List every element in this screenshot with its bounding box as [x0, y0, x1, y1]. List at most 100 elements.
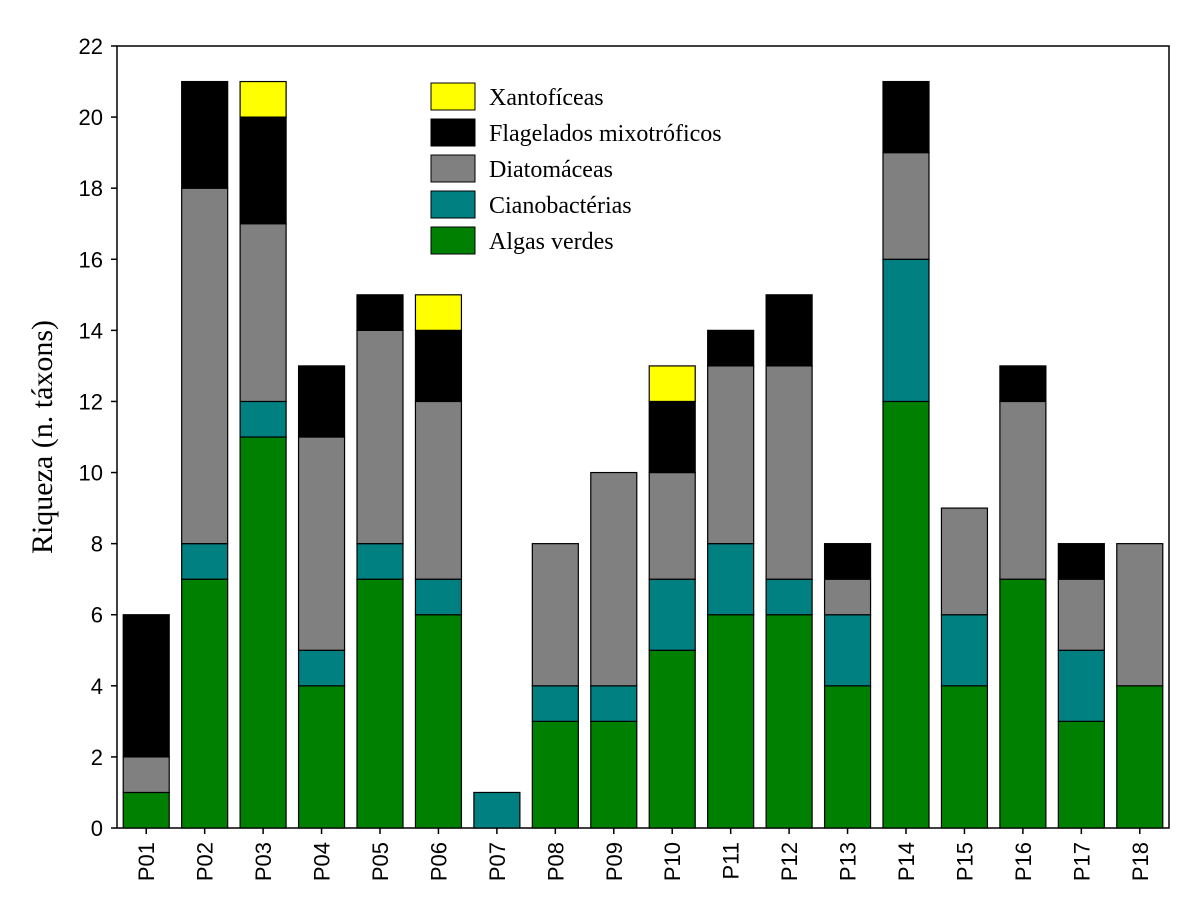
bar-segment	[648, 400, 696, 474]
bar-segment	[531, 543, 579, 687]
bar-segment	[414, 578, 463, 616]
x-tick-label: P11	[719, 842, 744, 880]
y-tick-label: 8	[91, 532, 103, 557]
bar-segment	[239, 116, 287, 225]
bar-segment	[648, 365, 696, 403]
x-tick-label: P18	[1128, 842, 1153, 881]
bar-segment	[181, 80, 229, 189]
legend-swatch	[430, 190, 476, 219]
x-tick-label: P16	[1011, 842, 1036, 881]
bar-segment	[356, 294, 404, 331]
x-tick-label: P15	[952, 842, 977, 881]
bar-segment	[356, 329, 404, 545]
plot-frame	[116, 45, 1170, 829]
x-tick-label: P06	[426, 842, 451, 881]
y-tick-label: 10	[79, 461, 103, 486]
bar-segment	[414, 614, 463, 829]
y-tick-label: 16	[79, 247, 103, 272]
bar-segment	[999, 365, 1047, 403]
bar-segment	[239, 436, 287, 829]
bar-segment	[765, 365, 813, 580]
x-tick-label: P12	[777, 842, 802, 881]
bar-segment	[1057, 543, 1105, 580]
bar-segment	[1116, 543, 1164, 687]
bar-segment	[590, 685, 638, 722]
legend-label: Xantofíceas	[489, 85, 604, 111]
bar-segment	[882, 152, 930, 260]
bar-segment	[940, 507, 989, 616]
bar-segment	[648, 578, 696, 651]
x-tick-label: P03	[251, 842, 276, 881]
bar-segment	[590, 720, 638, 829]
bar-segment	[882, 258, 930, 403]
x-tick-label: P10	[660, 842, 685, 881]
bar-segment	[181, 578, 229, 829]
bar-segment	[297, 365, 346, 438]
legend-swatch	[430, 226, 476, 255]
bar-segment	[1057, 720, 1105, 829]
bar-segment	[823, 578, 872, 616]
x-tick-label: P08	[543, 842, 568, 881]
y-tick-label: 4	[91, 674, 103, 699]
bar-segment	[1057, 578, 1105, 651]
x-tick-label: P07	[485, 842, 510, 881]
bar-segment	[648, 649, 696, 829]
y-tick-label: 18	[79, 176, 103, 201]
x-tick-label: P17	[1069, 842, 1094, 881]
bar-segment	[122, 614, 170, 758]
y-tick-label: 22	[79, 34, 103, 59]
bar-segment	[414, 294, 463, 331]
bar-segment	[707, 614, 755, 829]
bar-segment	[414, 400, 463, 580]
bar-segment	[707, 329, 755, 367]
x-tick-label: P14	[894, 842, 919, 881]
legend-label: Flagelados mixotróficos	[489, 121, 722, 147]
x-tick-label: P13	[836, 842, 861, 881]
legend-label: Cianobactérias	[489, 193, 632, 219]
bar-segment	[181, 543, 229, 580]
legend-label: Diatomáceas	[489, 157, 613, 183]
x-tick-label: P09	[602, 842, 627, 881]
x-axis: P01 P02 P03 P04 P05 P06 P07 P08 P09 P10 P11 P12 P13 P…	[134, 828, 1153, 881]
bar-segment	[473, 791, 521, 829]
bar-segment	[122, 791, 170, 829]
x-tick-label: P04	[310, 842, 335, 881]
legend-label: Algas verdes	[489, 229, 614, 255]
y-tick-label: 0	[91, 816, 103, 841]
bar-segment	[707, 543, 755, 616]
bar-segment	[940, 685, 989, 829]
bar-segment	[707, 365, 755, 545]
bar-segment	[297, 649, 346, 687]
bar-segment	[181, 187, 229, 545]
bar-segment	[999, 400, 1047, 580]
bar-segment	[239, 223, 287, 403]
bar-segment	[765, 294, 813, 367]
bar-segment	[1116, 685, 1164, 829]
bar-segment	[356, 578, 404, 829]
bar-segment	[590, 471, 638, 687]
legend-swatch	[430, 82, 476, 111]
bar-segment	[297, 685, 346, 829]
bar-segment	[882, 80, 930, 154]
bar-segment	[1057, 649, 1105, 722]
legend-swatch	[430, 154, 476, 183]
y-tick-label: 2	[91, 745, 103, 770]
x-tick-label: P01	[134, 842, 159, 881]
bar-segment	[239, 80, 287, 118]
y-tick-label: 14	[79, 318, 103, 343]
bar-segment	[531, 720, 579, 829]
legend-swatch	[430, 118, 476, 147]
bar-segment	[823, 614, 872, 687]
bar-segment	[940, 614, 989, 687]
bar-segment	[297, 436, 346, 651]
bar-segment	[823, 543, 872, 580]
bar-segment	[414, 329, 463, 403]
legend: Xantofíceas Flagelados mixotróficos Diatom…	[430, 82, 722, 255]
bar-segment	[882, 400, 930, 829]
bar-segment	[531, 685, 579, 722]
bar-segment	[648, 471, 696, 580]
y-tick-label: 12	[79, 389, 103, 414]
bar-segment	[823, 685, 872, 829]
y-tick-label: 20	[79, 105, 103, 130]
